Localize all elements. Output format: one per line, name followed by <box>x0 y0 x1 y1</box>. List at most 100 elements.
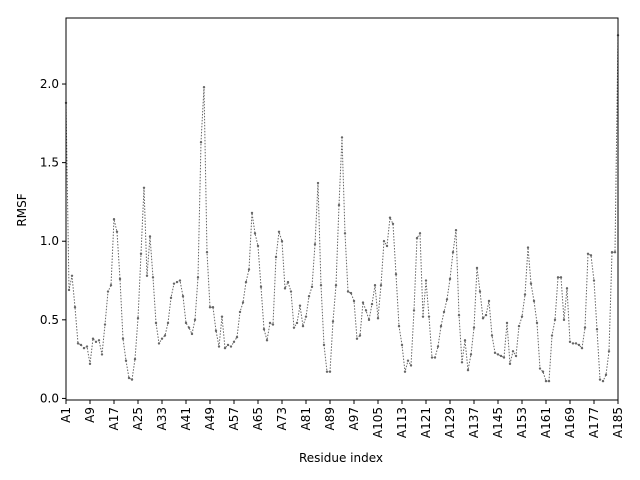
data-point <box>298 304 302 307</box>
data-point <box>238 310 242 314</box>
data-point <box>511 350 515 353</box>
data-point <box>547 379 551 383</box>
data-point <box>496 353 500 356</box>
data-point <box>349 291 353 295</box>
data-point <box>280 240 284 243</box>
data-point <box>367 318 371 322</box>
data-point <box>409 364 413 367</box>
y-tick-label: 1.5 <box>40 156 59 170</box>
data-point <box>316 181 320 185</box>
data-point <box>271 323 275 326</box>
data-point <box>283 287 287 290</box>
data-point <box>142 186 146 189</box>
data-point <box>163 334 167 337</box>
data-point <box>592 279 596 282</box>
data-point <box>79 343 83 347</box>
data-point <box>124 359 128 362</box>
data-point <box>352 299 356 303</box>
data-point <box>106 290 110 293</box>
data-point <box>475 266 479 270</box>
data-point <box>505 321 509 325</box>
data-point <box>241 301 245 304</box>
data-point <box>304 315 308 318</box>
data-point <box>562 318 566 322</box>
data-point <box>559 276 563 279</box>
data-point <box>130 378 134 381</box>
data-point <box>118 277 122 281</box>
data-point <box>568 340 572 344</box>
x-tick-label: A185 <box>611 407 625 438</box>
x-tick-label: A145 <box>491 407 505 438</box>
data-point <box>586 252 590 256</box>
data-point <box>469 353 473 356</box>
data-point <box>487 299 491 303</box>
x-tick-label: A153 <box>515 407 529 438</box>
data-point <box>382 240 386 243</box>
data-point <box>199 140 203 144</box>
data-point <box>193 318 197 322</box>
data-point <box>523 293 527 296</box>
data-point <box>400 343 404 347</box>
data-point <box>607 350 611 353</box>
x-tick-label: A81 <box>299 407 313 430</box>
data-point <box>571 342 575 345</box>
data-point <box>532 299 536 303</box>
data-point <box>244 280 248 284</box>
x-tick-label: A113 <box>395 407 409 438</box>
data-point <box>451 251 455 254</box>
data-point <box>169 296 173 300</box>
data-point <box>379 284 383 287</box>
x-tick-label: A49 <box>203 407 217 430</box>
data-point <box>385 244 389 248</box>
data-point <box>151 276 155 279</box>
data-point <box>73 306 77 309</box>
data-point <box>490 334 494 337</box>
data-point <box>502 356 506 359</box>
x-tick-label: A1 <box>59 407 73 423</box>
data-point <box>565 287 569 290</box>
x-tick-label: A73 <box>275 407 289 430</box>
data-point <box>301 324 305 328</box>
data-point <box>181 295 185 298</box>
x-tick-label: A161 <box>539 407 553 438</box>
x-tick-label: A57 <box>227 407 241 430</box>
data-point <box>529 282 533 285</box>
data-point <box>307 295 311 298</box>
data-point <box>88 362 92 366</box>
data-point <box>403 370 407 373</box>
data-point <box>340 136 344 139</box>
data-point <box>178 279 182 282</box>
data-point <box>550 334 554 337</box>
data-point <box>373 284 377 287</box>
data-point <box>229 345 233 348</box>
data-point <box>265 339 269 342</box>
x-tick-label: A33 <box>155 407 169 430</box>
x-tick-label: A169 <box>563 407 577 438</box>
data-point <box>157 342 161 345</box>
data-point <box>190 332 194 336</box>
data-point <box>427 315 431 318</box>
data-point <box>202 85 206 89</box>
data-point <box>148 235 152 238</box>
x-tick-label: A129 <box>443 407 457 438</box>
data-point <box>610 251 614 254</box>
data-point <box>172 282 176 285</box>
data-point <box>481 317 485 320</box>
data-point <box>580 346 584 350</box>
data-point <box>160 337 164 340</box>
data-point <box>598 378 602 381</box>
data-point <box>406 359 410 362</box>
data-point <box>331 320 335 323</box>
data-point <box>448 277 452 281</box>
data-point <box>553 318 557 322</box>
x-tick-label: A97 <box>347 407 361 430</box>
data-point <box>334 284 338 287</box>
data-point <box>232 340 236 344</box>
y-tick-label: 2.0 <box>40 77 59 91</box>
data-point <box>484 313 488 317</box>
data-point <box>121 337 125 340</box>
data-point <box>601 379 605 383</box>
data-point <box>94 340 98 344</box>
data-point <box>139 252 143 256</box>
data-point <box>226 343 230 347</box>
